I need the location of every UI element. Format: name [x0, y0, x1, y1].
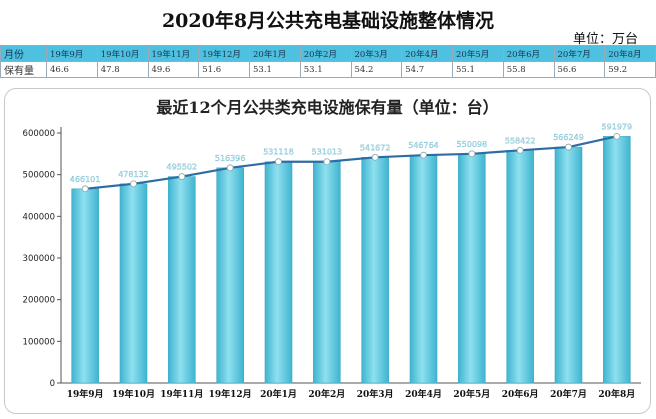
- bar: [458, 153, 486, 384]
- data-label: 516396: [215, 154, 246, 163]
- data-label: 566249: [553, 133, 584, 142]
- value-cell: 53.1: [299, 61, 352, 78]
- y-tick-label: 0: [50, 379, 55, 389]
- x-tick-label: 19年9月: [67, 388, 104, 400]
- line-marker: [178, 173, 186, 180]
- x-tick-label: 20年3月: [357, 388, 394, 400]
- bar: [554, 146, 583, 384]
- month-header-row: 月份 19年9月 19年10月 19年11月 19年12月 20年1月 20年2…: [0, 45, 656, 62]
- line-marker: [323, 158, 331, 166]
- data-label: 495502: [167, 163, 198, 172]
- bar: [168, 176, 196, 384]
- data-label: 478132: [118, 170, 149, 179]
- line-marker: [130, 180, 137, 188]
- line-marker: [275, 158, 282, 166]
- month-cell: 20年7月: [553, 45, 606, 62]
- value-cell: 55.1: [452, 61, 504, 78]
- value-cell: 56.6: [553, 61, 606, 78]
- trend-line: [85, 135, 618, 190]
- data-label: 546764: [408, 141, 439, 150]
- value-cell: 47.8: [96, 61, 149, 78]
- x-tick-label: 20年1月: [260, 388, 297, 400]
- data-label: 466101: [70, 175, 101, 184]
- y-tick-label: 500000: [23, 171, 55, 181]
- y-tick-label: 100000: [23, 337, 55, 347]
- data-label: 591979: [602, 122, 633, 131]
- x-tick-label: 20年4月: [405, 388, 442, 400]
- bar: [216, 167, 244, 384]
- chart-panel: 最近12个月公共类充电设施保有量（单位：台） 0 100000 200000 3000…: [4, 88, 651, 414]
- month-cell: 20年6月: [502, 45, 555, 62]
- month-cell: 19年9月: [46, 45, 98, 62]
- bar: [506, 150, 534, 384]
- month-cell: 20年8月: [604, 45, 656, 62]
- month-cell: 20年2月: [299, 45, 352, 62]
- x-tick-label: 19年10月: [112, 388, 155, 400]
- month-cell: 19年11月: [147, 45, 200, 62]
- x-tick-label: 20年2月: [308, 388, 345, 400]
- line-marker: [565, 143, 572, 151]
- value-cell: 54.7: [401, 61, 453, 78]
- line-marker: [468, 150, 476, 158]
- bar: [119, 183, 148, 384]
- y-tick-label: 300000: [23, 254, 55, 264]
- month-cell: 20年1月: [249, 45, 301, 62]
- value-cell: 54.2: [350, 61, 403, 78]
- line-marker: [516, 146, 524, 154]
- x-tick-label: 19年11月: [160, 388, 203, 400]
- bar: [603, 136, 631, 384]
- data-label: 531118: [263, 148, 294, 157]
- bar: [264, 161, 293, 384]
- month-cell: 19年10月: [96, 45, 149, 62]
- data-label: 531013: [312, 148, 343, 157]
- value-cell: 53.1: [249, 61, 301, 78]
- month-cell: 19年12月: [198, 45, 250, 62]
- month-row-label: 月份: [0, 45, 47, 62]
- value-cell: 46.6: [46, 61, 98, 78]
- bar: [409, 154, 438, 384]
- bar: [71, 188, 99, 384]
- value-cell: 55.8: [502, 61, 555, 78]
- x-tick-label: 20年5月: [453, 388, 490, 400]
- month-cell: 20年5月: [452, 45, 504, 62]
- value-cell: 51.6: [198, 61, 250, 78]
- x-tick-label: 20年8月: [598, 388, 635, 400]
- chart-title: 最近12个月公共类充电设施保有量（单位：台）: [156, 98, 499, 117]
- page-title: 2020年8月公共充电基础设施整体情况: [161, 10, 495, 32]
- line-marker: [371, 153, 379, 161]
- month-cell: 20年3月: [350, 45, 403, 62]
- line-marker: [420, 151, 427, 159]
- value-cell: 49.6: [147, 61, 200, 78]
- bar: [361, 157, 389, 384]
- x-tick-label: 20年6月: [502, 388, 539, 400]
- data-label: 541672: [360, 143, 391, 152]
- bar-chart: 0 100000 200000 300000 400000 500000 600000 19…: [23, 122, 641, 400]
- line-marker: [613, 132, 621, 140]
- bar: [313, 161, 341, 384]
- y-tick-label: 600000: [23, 129, 55, 139]
- value-row: 保有量 46.6 47.8 49.6 51.6 53.1 53.1 54.2 5…: [0, 61, 656, 78]
- summary-table: 月份 19年9月 19年10月 19年11月 19年12月 20年1月 20年2…: [0, 45, 656, 78]
- y-tick-label: 400000: [23, 212, 55, 222]
- line-marker: [226, 164, 234, 172]
- data-label: 558422: [505, 136, 536, 145]
- x-tick-label: 19年12月: [209, 388, 252, 400]
- value-row-label: 保有量: [0, 61, 47, 78]
- month-cell: 20年4月: [401, 45, 453, 62]
- y-tick-label: 200000: [23, 296, 55, 306]
- x-tick-label: 20年7月: [550, 388, 587, 400]
- line-marker: [81, 185, 89, 193]
- value-cell: 59.2: [604, 61, 656, 78]
- data-label: 550098: [457, 140, 488, 149]
- unit-label: 单位：万台: [572, 32, 638, 47]
